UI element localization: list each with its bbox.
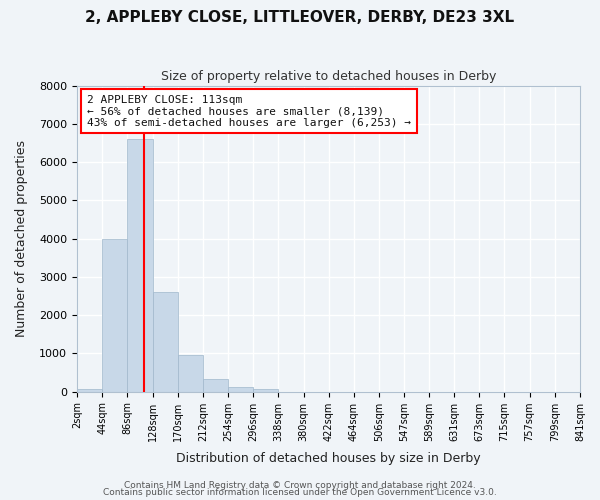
Text: 2, APPLEBY CLOSE, LITTLEOVER, DERBY, DE23 3XL: 2, APPLEBY CLOSE, LITTLEOVER, DERBY, DE2… <box>85 10 515 25</box>
Bar <box>203 379 228 392</box>
Y-axis label: Number of detached properties: Number of detached properties <box>15 140 28 337</box>
Bar <box>127 139 152 392</box>
Bar <box>228 386 253 392</box>
Text: 2 APPLEBY CLOSE: 113sqm
← 56% of detached houses are smaller (8,139)
43% of semi: 2 APPLEBY CLOSE: 113sqm ← 56% of detache… <box>87 94 411 128</box>
X-axis label: Distribution of detached houses by size in Derby: Distribution of detached houses by size … <box>176 452 481 465</box>
Bar <box>253 388 278 392</box>
Title: Size of property relative to detached houses in Derby: Size of property relative to detached ho… <box>161 70 496 83</box>
Bar <box>102 238 127 392</box>
Text: Contains public sector information licensed under the Open Government Licence v3: Contains public sector information licen… <box>103 488 497 497</box>
Bar <box>178 356 203 392</box>
Bar <box>77 390 102 392</box>
Bar <box>152 292 178 392</box>
Text: Contains HM Land Registry data © Crown copyright and database right 2024.: Contains HM Land Registry data © Crown c… <box>124 480 476 490</box>
